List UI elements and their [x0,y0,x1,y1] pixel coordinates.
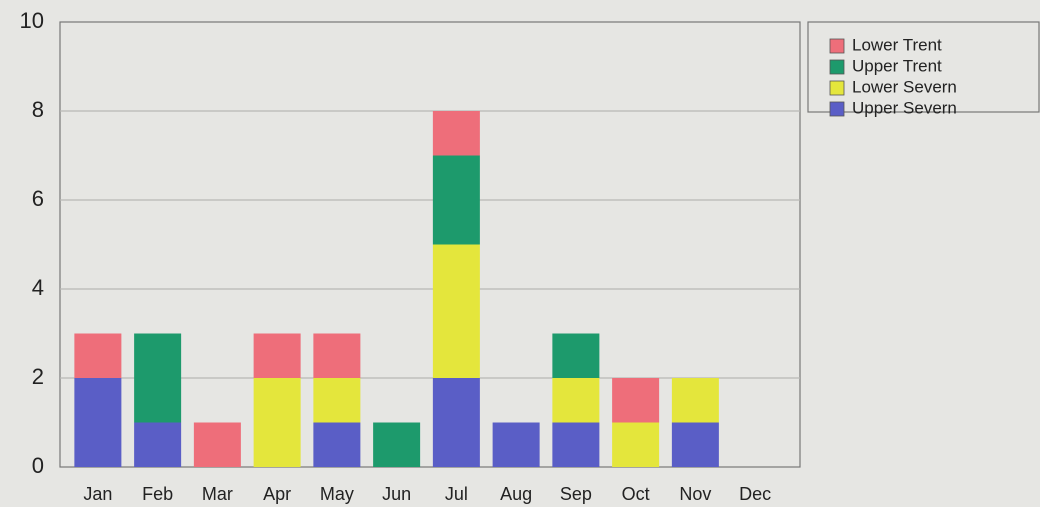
bar-segment [432,244,480,378]
bar-segment [313,422,361,467]
bar-segment [432,155,480,245]
legend-label: Lower Trent [852,35,942,54]
legend-swatch [829,80,845,96]
bar-segment [612,422,660,467]
legend-swatch [829,101,845,117]
bar-segment [432,111,480,156]
y-tick-label: 8 [32,97,44,122]
x-tick-label: Feb [142,484,173,504]
bar-segment [671,378,719,423]
bar-segment [552,333,600,378]
bar-segment [74,333,122,378]
bar-segment [671,422,719,467]
bar-segment [74,378,122,467]
bar-segment [432,378,480,467]
y-tick-label: 0 [32,453,44,478]
x-tick-label: Sep [560,484,592,504]
bar-segment [253,333,301,378]
bar-segment [313,378,361,423]
legend-label: Lower Severn [852,77,957,96]
x-tick-label: Aug [500,484,532,504]
y-tick-label: 10 [20,8,44,33]
bar-segment [134,422,182,467]
legend-label: Upper Trent [852,56,942,75]
bar-segment [253,378,301,467]
x-tick-label: Mar [202,484,233,504]
legend-swatch [829,38,845,54]
bar-segment [373,422,421,467]
x-tick-label: Oct [622,484,650,504]
bar-segment [552,422,600,467]
legend-frame [807,21,1040,113]
x-tick-label: Jan [83,484,112,504]
bar-segment [134,333,182,423]
bar-segment [612,378,660,423]
legend-label: Upper Severn [852,98,957,117]
x-tick-label: Jul [445,484,468,504]
x-tick-label: May [320,484,354,504]
bar-segment [193,422,241,467]
y-tick-label: 6 [32,186,44,211]
x-tick-label: Nov [679,484,711,504]
plot-frame [59,21,801,468]
bar-segment [313,333,361,378]
x-tick-label: Jun [382,484,411,504]
y-tick-label: 4 [32,275,44,300]
bar-segment [552,378,600,423]
y-tick-label: 2 [32,364,44,389]
x-tick-label: Dec [739,484,771,504]
legend-swatch [829,59,845,75]
x-tick-label: Apr [263,484,291,504]
bar-segment [492,422,540,467]
